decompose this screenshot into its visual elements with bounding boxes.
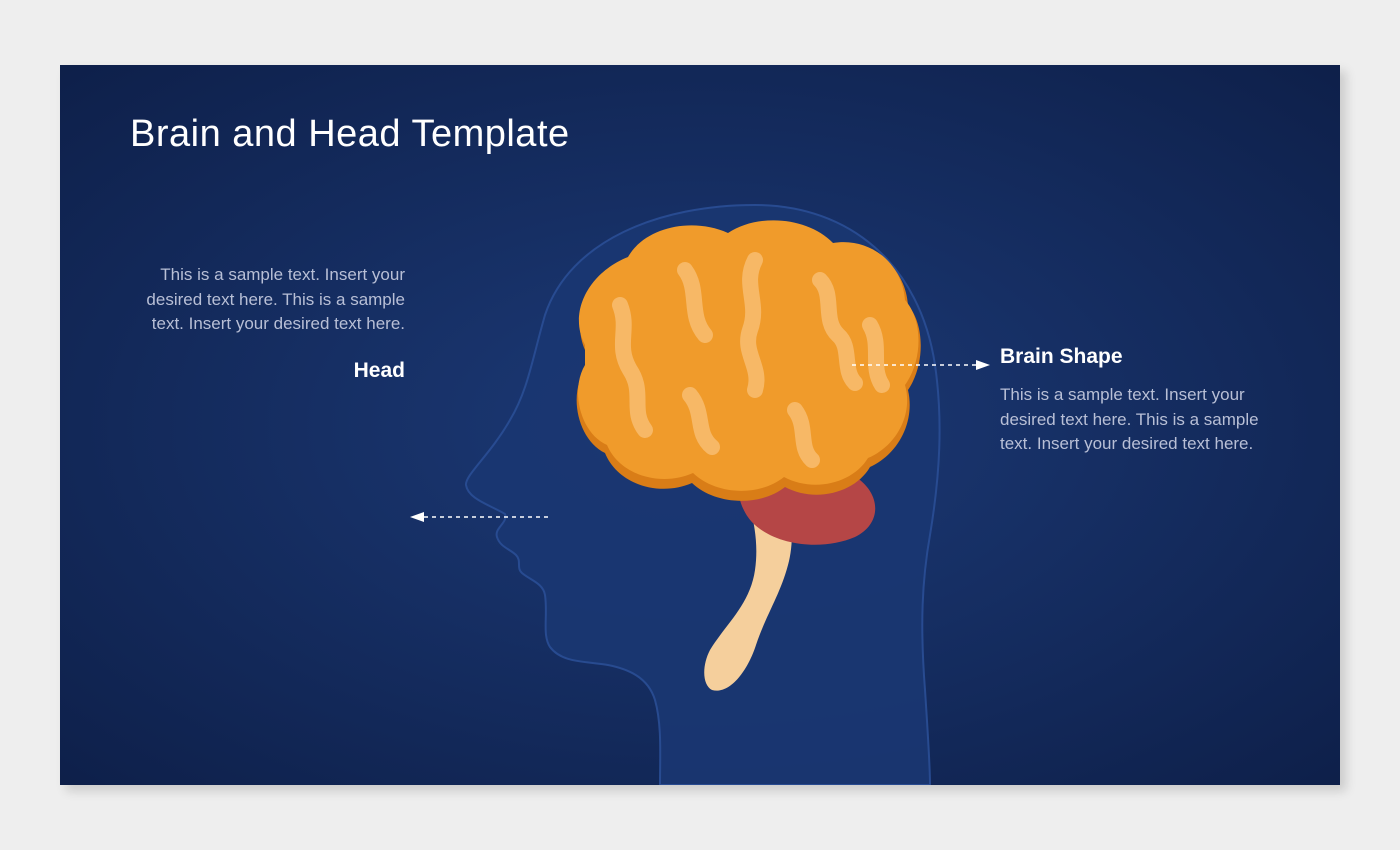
- arrow-head: [410, 510, 550, 524]
- slide: Brain and Head Template This is a sample…: [60, 65, 1340, 785]
- callout-brain: Brain Shape This is a sample text. Inser…: [1000, 345, 1270, 457]
- callout-head-description: This is a sample text. Insert your desir…: [145, 263, 405, 337]
- callout-brain-description: This is a sample text. Insert your desir…: [1000, 383, 1270, 457]
- head-brain-graphic: [450, 195, 970, 785]
- callout-brain-label: Brain Shape: [1000, 345, 1270, 369]
- slide-title: Brain and Head Template: [130, 113, 570, 156]
- callout-head-label: Head: [145, 359, 405, 383]
- arrow-brain: [850, 358, 990, 372]
- callout-head: This is a sample text. Insert your desir…: [145, 263, 405, 383]
